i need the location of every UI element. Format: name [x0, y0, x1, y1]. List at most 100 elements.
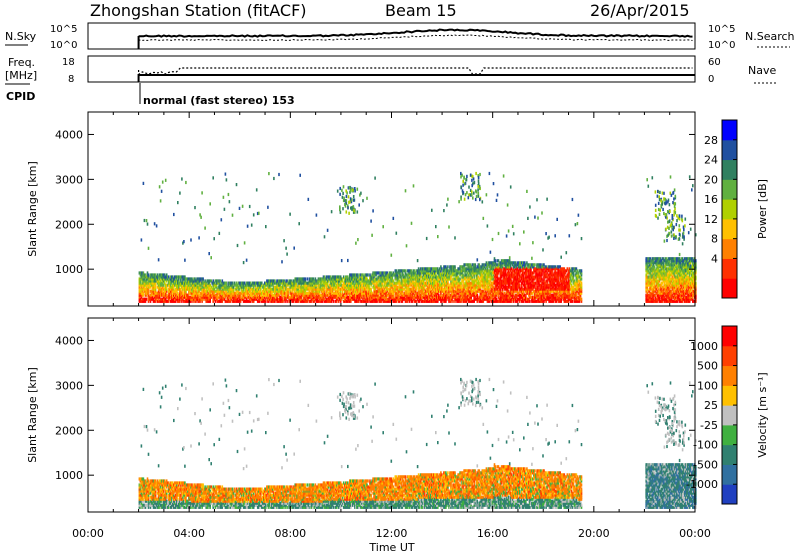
power-cell: [320, 281, 323, 285]
power-cell: [252, 297, 255, 301]
power-cell: [365, 293, 367, 297]
power-cell: [236, 285, 239, 289]
power-cell: [213, 293, 215, 297]
power-cell: [258, 283, 260, 287]
power-cell: [289, 212, 291, 216]
power-cell: [252, 213, 255, 217]
power-cell: [243, 293, 246, 297]
power-cell: [337, 289, 340, 293]
power-cell: [200, 287, 202, 291]
power-cell: [407, 287, 410, 291]
power-cell: [169, 275, 172, 279]
power-cell: [213, 291, 215, 295]
power-cell: [241, 281, 244, 285]
power-cell: [154, 289, 157, 293]
power-cell: [185, 287, 187, 291]
power-cell: [331, 281, 334, 285]
power-cell: [260, 281, 262, 285]
power-cell: [355, 289, 357, 293]
power-cell: [242, 285, 245, 289]
power-cell: [284, 285, 286, 289]
power-cell: [303, 277, 306, 281]
power-cell: [370, 219, 372, 223]
power-cell: [412, 283, 415, 287]
power-cell: [391, 281, 394, 285]
power-cell: [390, 277, 393, 281]
power-cell: [160, 277, 163, 281]
power-cell: [282, 285, 284, 289]
power-cell: [415, 279, 418, 283]
power-cell: [454, 265, 456, 269]
power-cell: [160, 283, 163, 287]
power-cell: [204, 293, 206, 297]
power-cell: [232, 299, 235, 303]
power-cell: [191, 291, 193, 295]
power-cell: [404, 269, 407, 273]
power-cell: [369, 291, 371, 295]
power-cell: [377, 279, 379, 283]
power-cell: [413, 295, 416, 299]
power-cell: [398, 289, 401, 293]
power-cell: [420, 285, 423, 289]
power-cell: [383, 279, 385, 283]
power-cell: [173, 289, 175, 293]
power-cell: [159, 273, 162, 277]
power-cell: [147, 287, 150, 291]
power-cell: [165, 285, 168, 289]
power-cell: [250, 287, 253, 291]
power-cell: [356, 279, 358, 283]
power-cell: [506, 203, 509, 207]
power-cell: [546, 197, 548, 201]
power-cell: [260, 297, 262, 301]
power-cell: [423, 273, 426, 277]
power-cell: [350, 299, 352, 303]
power-cell: [281, 297, 283, 301]
power-cell: [219, 299, 222, 303]
power-cell: [197, 299, 199, 303]
power-cell: [458, 200, 460, 204]
power-cell: [159, 297, 162, 301]
power-cell: [242, 297, 245, 301]
power-cell: [315, 283, 318, 287]
power-cell: [410, 297, 413, 301]
power-cell: [208, 283, 210, 287]
power-cell: [331, 283, 334, 287]
power-cell: [407, 295, 410, 299]
power-cell: [157, 299, 160, 303]
power-cell: [220, 291, 223, 295]
power-cell: [298, 295, 300, 299]
power-cell: [247, 285, 250, 289]
power-cell: [280, 297, 282, 301]
power-cell: [163, 295, 166, 299]
power-cell: [333, 283, 336, 287]
power-cell: [176, 287, 178, 291]
power-cell: [184, 287, 186, 291]
power-cell: [167, 293, 170, 297]
power-cell: [408, 281, 411, 285]
power-cell: [177, 279, 179, 283]
power-cell: [263, 297, 265, 301]
power-cell: [180, 295, 182, 299]
power-cell: [177, 281, 179, 285]
power-cell: [224, 293, 227, 297]
power-cell: [374, 273, 376, 277]
power-cell: [339, 281, 342, 285]
power-cell: [408, 287, 411, 291]
power-cell: [321, 287, 324, 291]
power-cell: [176, 293, 178, 297]
power-cell: [416, 295, 419, 299]
power-cell: [392, 216, 395, 220]
power-cell: [391, 285, 394, 289]
power-cell: [322, 291, 325, 295]
power-cell: [418, 273, 421, 277]
power-cell: [323, 299, 326, 303]
power-cell: [138, 287, 141, 291]
power-cell: [240, 297, 243, 301]
power-cell: [414, 277, 417, 281]
power-cell: [302, 291, 305, 295]
power-cell: [297, 287, 299, 291]
power-cell: [256, 211, 259, 216]
power-cell: [206, 283, 208, 287]
power-cell: [311, 283, 314, 287]
power-cell: [141, 287, 144, 291]
